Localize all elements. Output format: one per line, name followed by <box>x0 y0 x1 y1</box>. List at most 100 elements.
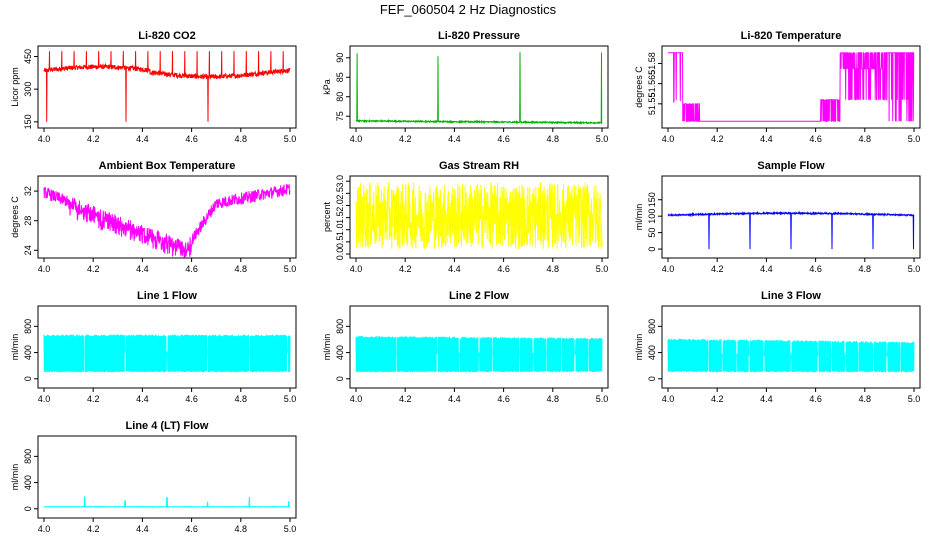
plot-frame <box>37 305 297 389</box>
x-tick-label: 4.4 <box>448 394 461 404</box>
series-line-co2 <box>43 51 291 122</box>
x-tick-label: 5.0 <box>284 134 297 144</box>
y-tick-label: 2.0 <box>335 199 345 212</box>
x-tick-label: 4.4 <box>448 134 461 144</box>
chart-title: Sample Flow <box>757 160 825 172</box>
x-tick-label: 4.6 <box>497 134 510 144</box>
y-axis-label: Licor ppm <box>10 67 20 107</box>
x-tick-label: 4.8 <box>235 264 248 274</box>
chart-panel-line3: Line 3 Flow 4.0 4.2 4.4 4.6 4.8 5.0 0 400 800ml/m… <box>634 290 921 404</box>
x-tick-label: 4.8 <box>235 394 248 404</box>
y-tick-label: 0.5 <box>335 236 345 249</box>
series-line-line3 <box>667 338 915 373</box>
x-tick-label: 5.0 <box>284 264 297 274</box>
y-axis-label: degrees C <box>10 196 20 238</box>
x-tick-label: 4.2 <box>87 524 100 534</box>
chart-panel-rh: Gas Stream RH 4.0 4.2 4.4 4.6 4.8 5.0 0.00.51.0… <box>322 160 609 274</box>
x-tick-label: 4.8 <box>547 394 560 404</box>
y-axis-label: percent <box>322 201 332 232</box>
y-tick-label: 75 <box>335 111 345 121</box>
x-tick-label: 4.4 <box>760 264 773 274</box>
y-tick-label: 800 <box>23 449 33 464</box>
y-tick-label: 0 <box>647 247 657 252</box>
y-tick-label: 80 <box>335 92 345 102</box>
page-title: FEF_060504 2 Hz Diagnostics <box>379 2 557 17</box>
x-tick-label: 4.2 <box>711 394 724 404</box>
plot-frame <box>661 305 921 389</box>
y-tick-label: 800 <box>335 319 345 334</box>
chart-title: Li-820 Pressure <box>438 30 520 42</box>
y-tick-label: 0.0 <box>335 248 345 261</box>
chart-title: Gas Stream RH <box>439 160 519 172</box>
y-tick-label: 400 <box>23 345 33 360</box>
series-line-line1 <box>43 334 291 373</box>
x-tick-label: 4.6 <box>185 134 198 144</box>
x-tick-label: 4.8 <box>547 134 560 144</box>
series-line-box-temp <box>43 184 291 258</box>
y-tick-label: 800 <box>647 319 657 334</box>
x-tick-label: 4.6 <box>809 134 822 144</box>
plot-frame <box>37 45 297 129</box>
y-tick-label: 150 <box>23 114 33 129</box>
chart-title: Line 4 (LT) Flow <box>126 420 209 432</box>
x-tick-label: 5.0 <box>284 394 297 404</box>
chart-panel-line4: Line 4 (LT) Flow 4.0 4.2 4.4 4.6 4.8 5.0 0 400 80… <box>10 420 297 534</box>
plot-frame <box>349 305 609 389</box>
series-line-sample-flow <box>667 210 915 250</box>
x-tick-label: 4.2 <box>399 134 412 144</box>
x-tick-label: 5.0 <box>596 394 609 404</box>
x-tick-label: 4.0 <box>38 264 51 274</box>
chart-title: Line 3 Flow <box>761 290 821 302</box>
y-tick-label: 800 <box>23 319 33 334</box>
plot-frame <box>661 45 921 129</box>
y-tick-label: 24 <box>23 245 33 255</box>
y-tick-label: 1.5 <box>335 211 345 224</box>
x-tick-label: 4.6 <box>185 524 198 534</box>
y-axis-label: ml/min <box>10 464 20 491</box>
x-tick-label: 4.4 <box>136 134 149 144</box>
x-tick-label: 4.8 <box>235 524 248 534</box>
chart-panel-box-temp: Ambient Box Temperature 4.0 4.2 4.4 4.6 4.8 5.… <box>10 160 297 274</box>
chart-panel-sample-flow: Sample Flow 4.0 4.2 4.4 4.6 4.8 5.0 0 50 100 150ml… <box>634 160 921 274</box>
y-tick-label: 150 <box>647 192 657 207</box>
x-tick-label: 4.0 <box>662 264 675 274</box>
x-tick-label: 4.6 <box>185 264 198 274</box>
x-tick-label: 4.0 <box>662 134 675 144</box>
plot-frame <box>37 175 297 259</box>
y-tick-label: 50 <box>647 228 657 238</box>
y-tick-label: 450 <box>23 49 33 64</box>
chart-title: Li-820 CO2 <box>138 30 195 42</box>
y-axis-label: ml/min <box>634 204 644 231</box>
x-tick-label: 4.4 <box>760 394 773 404</box>
y-tick-label: 28 <box>23 216 33 226</box>
series-line-rh <box>355 182 603 250</box>
x-tick-label: 4.2 <box>87 134 100 144</box>
series-line-licor-temp <box>668 52 915 122</box>
y-tick-label: 400 <box>335 345 345 360</box>
x-tick-label: 4.0 <box>38 524 51 534</box>
series-line-line4 <box>43 496 291 509</box>
series-line-pressure <box>355 52 603 125</box>
y-tick-label: 400 <box>23 475 33 490</box>
x-tick-label: 5.0 <box>596 134 609 144</box>
x-tick-label: 4.2 <box>711 134 724 144</box>
x-tick-label: 4.0 <box>662 394 675 404</box>
x-tick-label: 4.8 <box>859 394 872 404</box>
x-tick-label: 5.0 <box>908 134 921 144</box>
x-tick-label: 4.4 <box>136 524 149 534</box>
x-tick-label: 4.6 <box>497 264 510 274</box>
y-tick-label: 0 <box>23 376 33 381</box>
y-tick-label: 300 <box>23 82 33 97</box>
x-tick-label: 5.0 <box>908 264 921 274</box>
x-tick-label: 4.0 <box>38 134 51 144</box>
y-tick-label: 0 <box>23 506 33 511</box>
y-axis-label: ml/min <box>634 334 644 361</box>
x-tick-label: 5.0 <box>908 394 921 404</box>
y-tick-label: 32 <box>23 186 33 196</box>
chart-title: Line 1 Flow <box>137 290 197 302</box>
plot-frame <box>37 435 297 519</box>
x-tick-label: 4.0 <box>38 394 51 404</box>
chart-title: Ambient Box Temperature <box>99 160 236 172</box>
x-tick-label: 4.4 <box>760 134 773 144</box>
